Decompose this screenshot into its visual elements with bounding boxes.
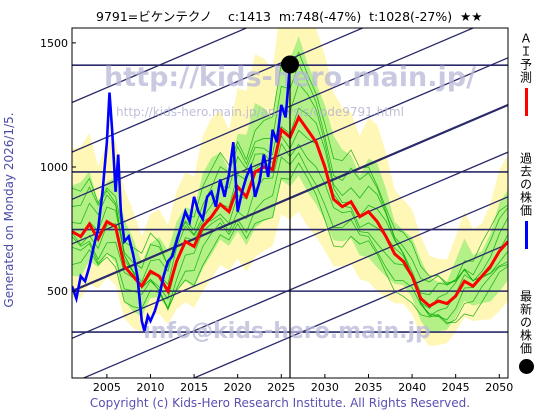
latest-price-dot (281, 55, 299, 74)
x-tick-label: 2035 (354, 381, 382, 394)
latest-dot-icon (518, 359, 534, 374)
chart-header: 9791=ビケンテクノ c:1413 m:748(-47%) t:1028(-2… (96, 9, 483, 24)
y-tick-label: 500 (47, 285, 68, 298)
x-tick-label: 2005 (93, 381, 121, 394)
legend-ai-swatch (524, 88, 528, 116)
copyright-footer: Copyright (c) Kids-Hero Research Institu… (89, 396, 471, 410)
watermark-url-small: http://kids-hero.main.jp/analysis/code97… (116, 105, 404, 119)
x-tick-label: 2040 (398, 381, 426, 394)
y-axis-ticks: 500 1000 1500 (40, 37, 76, 298)
y-tick-label: 1000 (40, 161, 68, 174)
x-tick-label: 2010 (136, 381, 164, 394)
plot-frame (71, 27, 509, 379)
x-tick-label: 2045 (442, 381, 470, 394)
legend-past-label: 過去の株価 (518, 152, 533, 217)
x-tick-label: 2025 (267, 381, 295, 394)
x-tick-label: 2050 (485, 381, 513, 394)
legend-past-swatch (524, 221, 528, 249)
legend-past: 過去の株価 (516, 152, 536, 249)
x-axis-ticks: 2005 2010 2015 2020 2025 2030 2035 2040 2045 2050 (93, 374, 513, 394)
watermark-email: info@kids-hero.main.jp (143, 319, 431, 344)
x-tick-label: 2015 (180, 381, 208, 394)
legend-ai-label: ＡＩ予測 (518, 32, 533, 84)
latest-price-marker (281, 55, 299, 74)
x-tick-label: 2030 (311, 381, 339, 394)
trend-line (72, 28, 249, 104)
past-price-line (72, 64, 292, 332)
legend-latest: 最新の株価 (516, 290, 536, 374)
legend-ai: ＡＩ予測 (516, 32, 536, 116)
y-tick-label: 1500 (40, 37, 68, 50)
legend-latest-label: 最新の株価 (518, 290, 533, 355)
x-tick-label: 2020 (224, 381, 252, 394)
